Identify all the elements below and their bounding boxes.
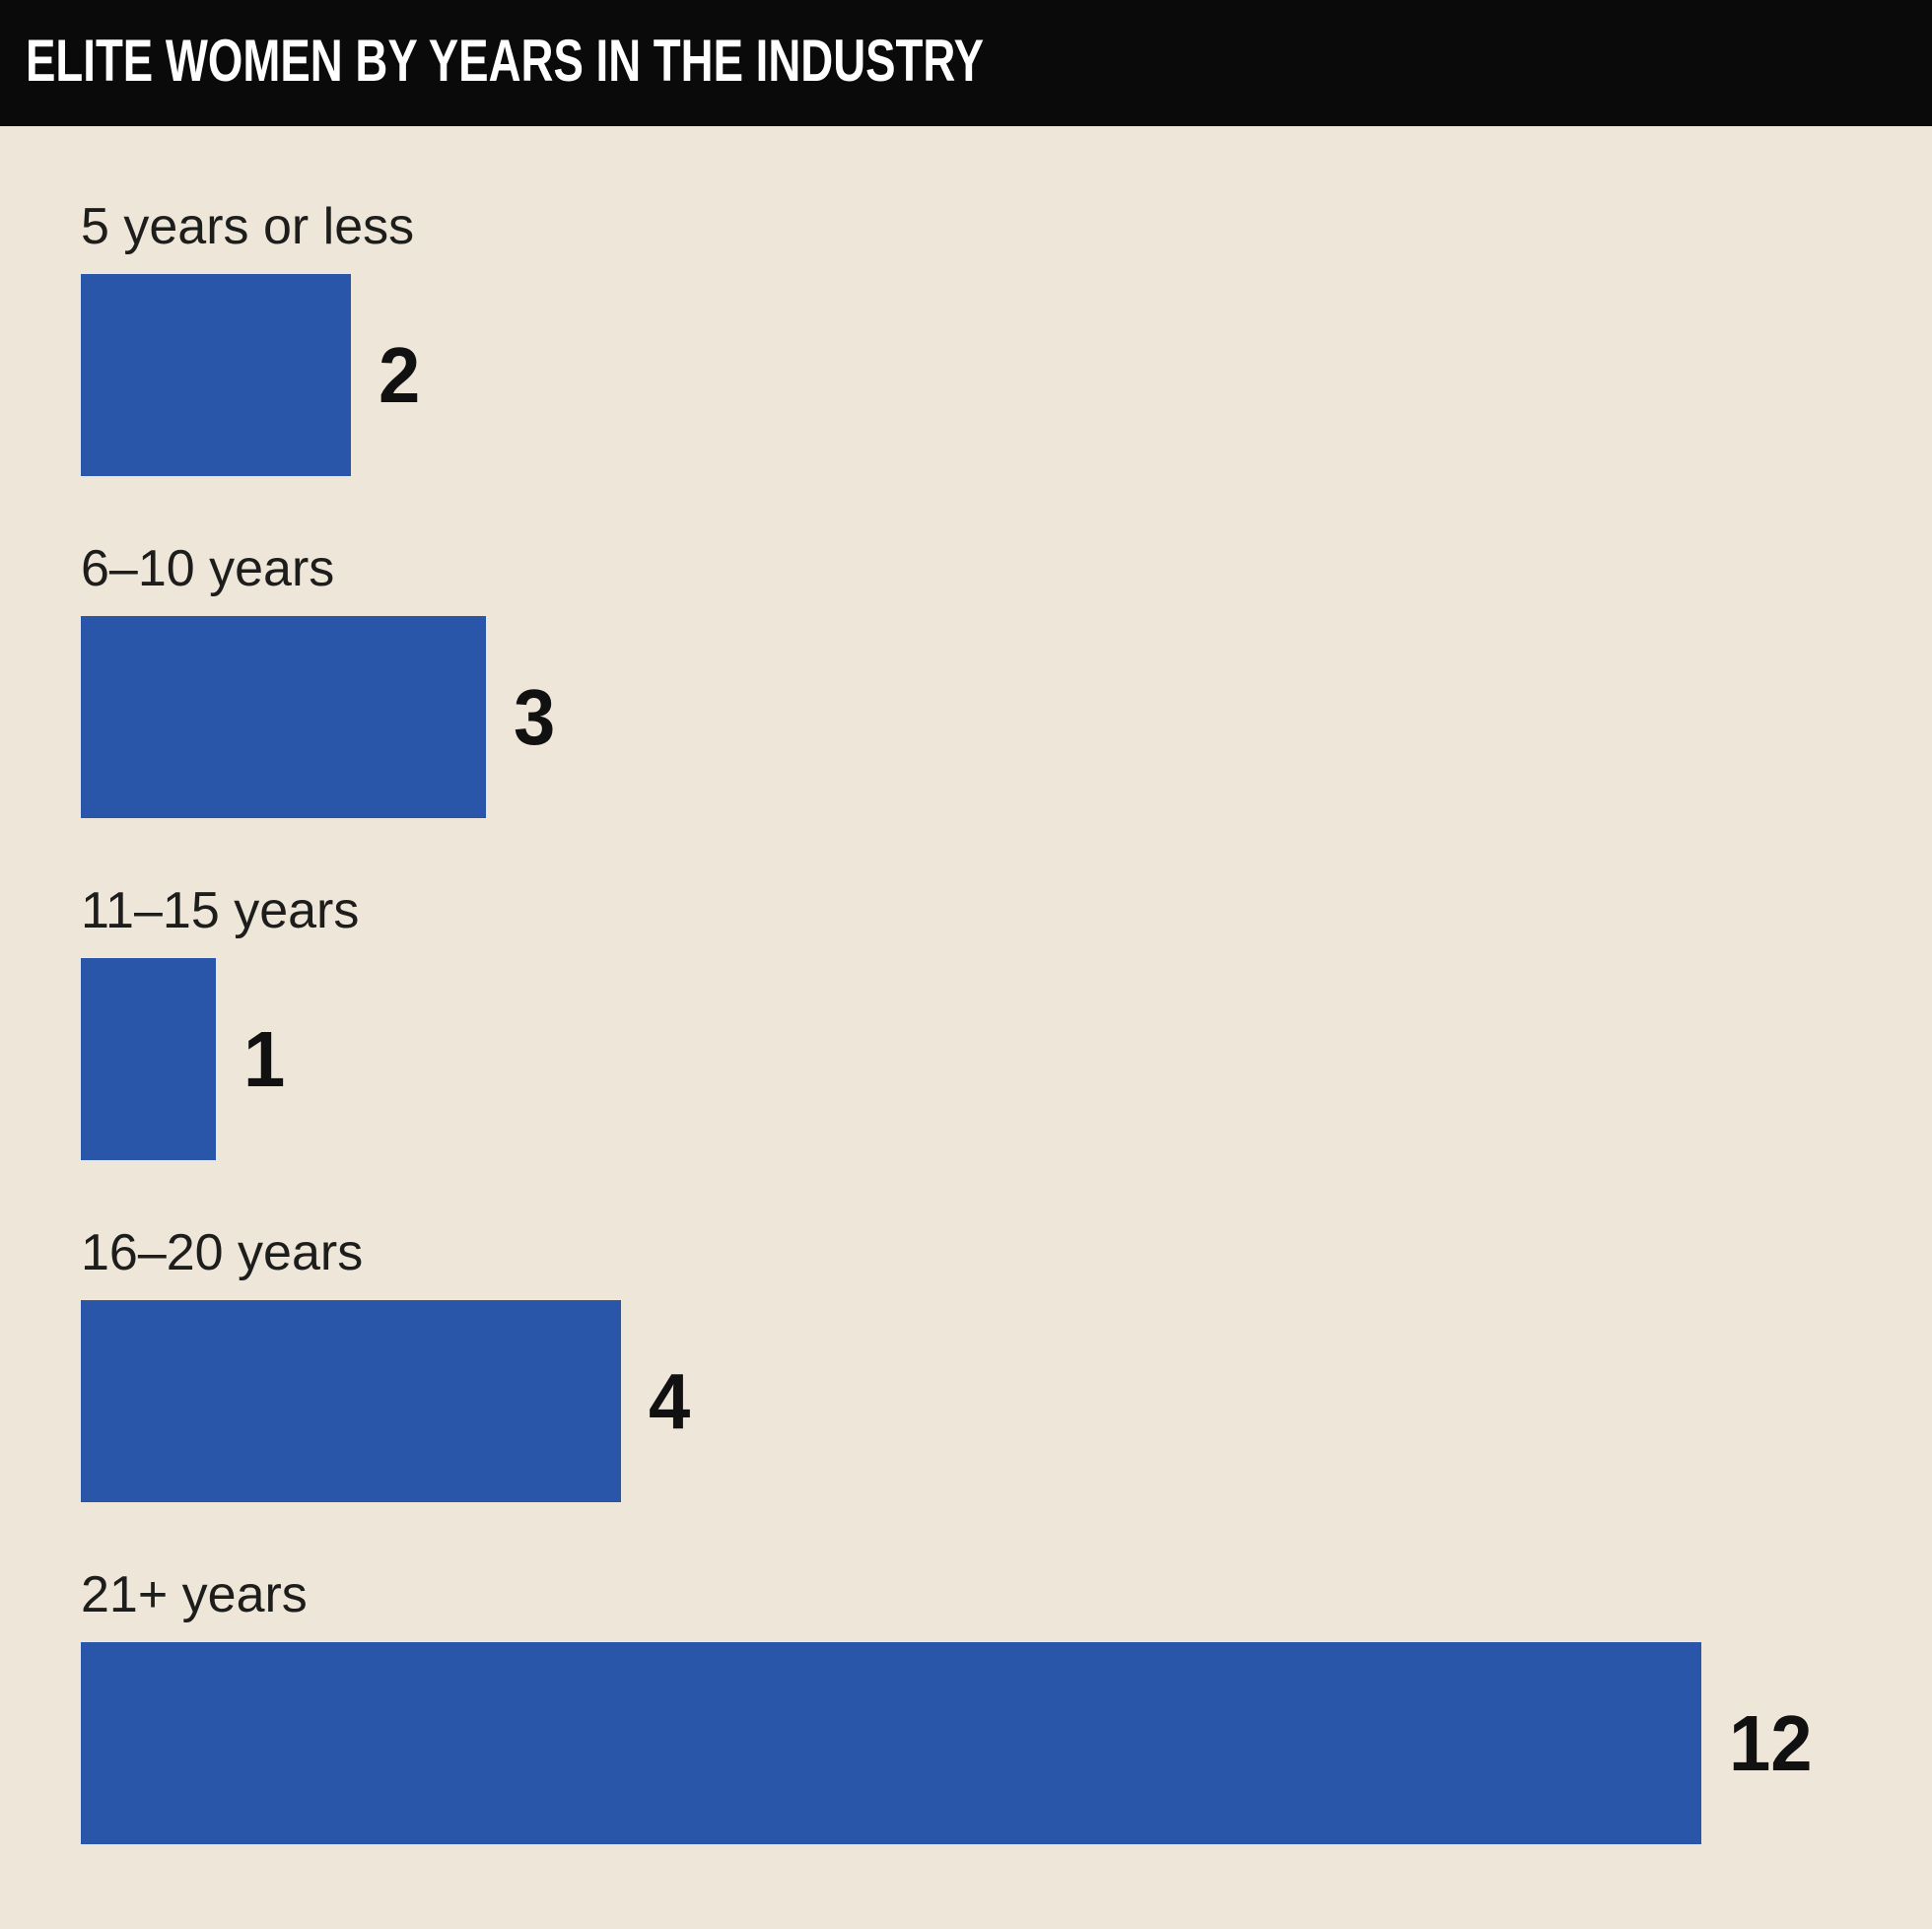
bar-line: 2 bbox=[81, 274, 1932, 476]
bar bbox=[81, 616, 486, 818]
bar-category-label: 5 years or less bbox=[81, 198, 415, 255]
bar-line: 1 bbox=[81, 958, 1932, 1160]
bar bbox=[81, 958, 216, 1160]
bar-row: 6–10 years 3 bbox=[81, 539, 1932, 818]
bar-row: 21+ years 12 bbox=[81, 1565, 1932, 1844]
bar-line: 3 bbox=[81, 616, 1932, 818]
bar-category-label: 21+ years bbox=[81, 1566, 308, 1623]
bar-category-label: 16–20 years bbox=[81, 1224, 364, 1281]
bar-line: 12 bbox=[81, 1642, 1932, 1844]
bar-category-label: 6–10 years bbox=[81, 540, 335, 597]
bar-value-label: 4 bbox=[649, 1356, 691, 1445]
bar-chart: 5 years or less 2 6–10 years 3 11–15 yea… bbox=[0, 126, 1932, 1844]
bar-category-label: 11–15 years bbox=[81, 882, 360, 939]
bar-value-label: 12 bbox=[1729, 1698, 1813, 1787]
bar bbox=[81, 1300, 621, 1502]
bar bbox=[81, 1642, 1701, 1844]
bar-value-label: 3 bbox=[514, 672, 556, 761]
bar-row: 5 years or less 2 bbox=[81, 197, 1932, 476]
bar-row: 16–20 years 4 bbox=[81, 1223, 1932, 1502]
chart-header: ELITE WOMEN BY YEARS IN THE INDUSTRY bbox=[0, 0, 1932, 126]
bar-value-label: 2 bbox=[379, 330, 421, 419]
bar-row: 11–15 years 1 bbox=[81, 881, 1932, 1160]
bar-value-label: 1 bbox=[243, 1014, 286, 1103]
chart-title: ELITE WOMEN BY YEARS IN THE INDUSTRY bbox=[26, 27, 985, 94]
bar bbox=[81, 274, 351, 476]
bar-line: 4 bbox=[81, 1300, 1932, 1502]
